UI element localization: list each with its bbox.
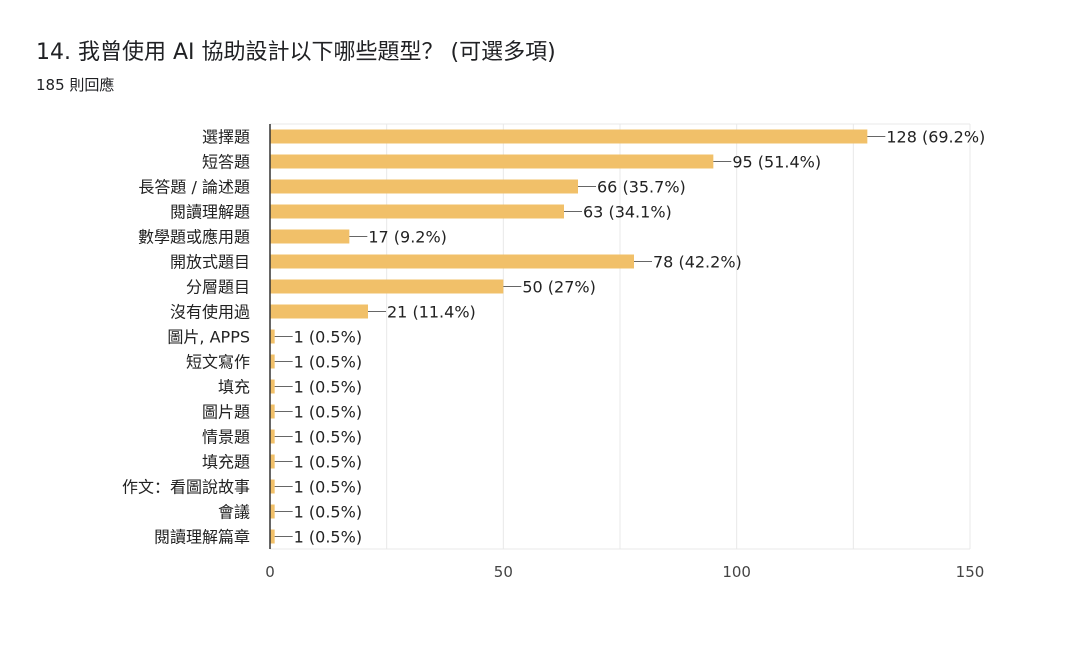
data-label: 1 (0.5%): [294, 428, 362, 447]
category-label: 選擇題: [202, 128, 250, 147]
data-label: 66 (35.7%): [597, 178, 686, 197]
bar: [270, 504, 275, 519]
data-label: 1 (0.5%): [294, 453, 362, 472]
data-label: 95 (51.4%): [732, 153, 821, 172]
category-label: 填充題: [202, 453, 250, 472]
category-label: 閱讀理解篇章: [154, 528, 250, 547]
category-label: 閱讀理解題: [170, 203, 250, 222]
category-label: 沒有使用過: [170, 303, 250, 322]
bar: [270, 404, 275, 419]
bar: [270, 329, 275, 344]
x-tick-label: 150: [956, 563, 985, 581]
category-label: 短答題: [202, 153, 250, 172]
bar: [270, 204, 564, 219]
x-tick-label: 100: [722, 563, 751, 581]
bar: [270, 354, 275, 369]
bar: [270, 454, 275, 469]
data-label: 1 (0.5%): [294, 478, 362, 497]
category-label: 分層題目: [186, 278, 250, 297]
bar: [270, 479, 275, 494]
category-label: 圖片, APPS: [167, 328, 250, 347]
bar: [270, 429, 275, 444]
category-label: 長答題 / 論述題: [138, 178, 250, 197]
bar: [270, 179, 578, 194]
bar: [270, 279, 504, 294]
data-label: 1 (0.5%): [294, 353, 362, 372]
x-tick-label: 50: [494, 563, 513, 581]
data-label: 78 (42.2%): [653, 253, 742, 272]
data-label: 21 (11.4%): [387, 303, 476, 322]
data-label: 63 (34.1%): [583, 203, 672, 222]
bar: [270, 129, 868, 144]
bar: [270, 379, 275, 394]
category-label: 數學題或應用題: [138, 228, 250, 247]
data-label: 1 (0.5%): [294, 328, 362, 347]
bar: [270, 254, 634, 269]
category-label: 情景題: [202, 428, 250, 447]
category-label: 短文寫作: [186, 353, 250, 372]
data-label: 1 (0.5%): [294, 403, 362, 422]
category-label: 開放式題目: [170, 253, 250, 272]
bar: [270, 304, 368, 319]
chart-title: 14. 我曾使用 AI 協助設計以下哪些題型？ (可選多項): [36, 40, 556, 65]
data-label: 1 (0.5%): [294, 503, 362, 522]
bar: [270, 229, 350, 244]
bar: [270, 154, 714, 169]
x-tick-label: 0: [265, 563, 275, 581]
data-label: 17 (9.2%): [368, 228, 447, 247]
category-label: 圖片題: [202, 403, 250, 422]
category-label: 作文：看圖說故事: [122, 478, 250, 497]
response-count: 185 則回應: [36, 76, 115, 94]
data-label: 128 (69.2%): [886, 128, 985, 147]
data-label: 50 (27%): [522, 278, 596, 297]
bar: [270, 529, 275, 544]
data-label: 1 (0.5%): [294, 528, 362, 547]
category-label: 填充: [218, 378, 250, 397]
data-label: 1 (0.5%): [294, 378, 362, 397]
category-label: 會議: [218, 503, 250, 522]
